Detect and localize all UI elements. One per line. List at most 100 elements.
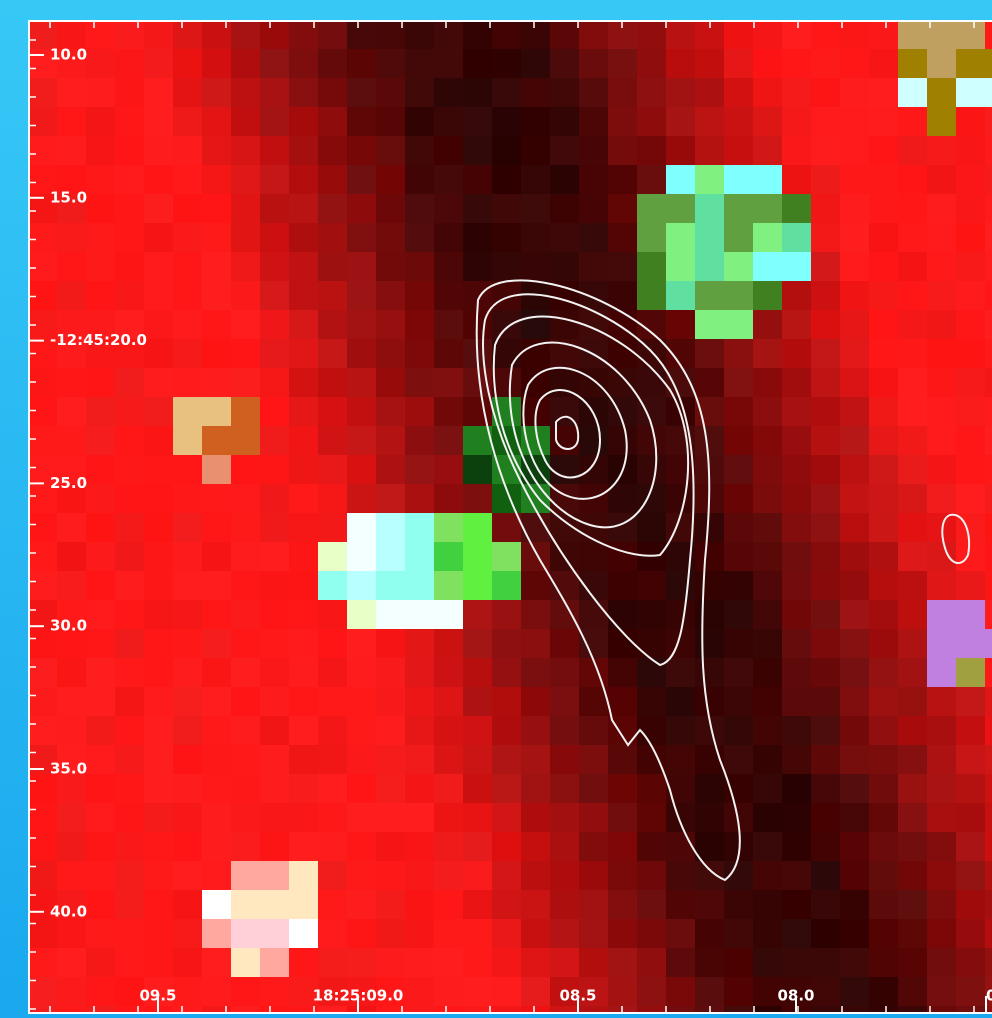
- pixel: [115, 397, 145, 427]
- pixel: [724, 165, 754, 195]
- pixel: [782, 136, 812, 166]
- pixel: [898, 49, 928, 79]
- pixel: [521, 890, 551, 920]
- pixel: [927, 716, 957, 746]
- pixel: [782, 368, 812, 398]
- pixel: [173, 600, 203, 630]
- pixel: [869, 339, 899, 369]
- pixel: [231, 948, 261, 978]
- pixel: [492, 890, 522, 920]
- pixel: [376, 107, 406, 137]
- pixel: [289, 513, 319, 543]
- pixel: [376, 571, 406, 601]
- pixel: [318, 571, 348, 601]
- pixel: [115, 571, 145, 601]
- pixel: [637, 49, 667, 79]
- pixel: [57, 107, 87, 137]
- pixel: [376, 948, 406, 978]
- pixel: [144, 310, 174, 340]
- pixel: [608, 542, 638, 572]
- pixel: [695, 252, 725, 282]
- pixel: [434, 339, 464, 369]
- pixel: [695, 861, 725, 891]
- pixel: [927, 165, 957, 195]
- pixel: [521, 20, 551, 50]
- pixel: [985, 20, 992, 50]
- pixel: [521, 78, 551, 108]
- pixel: [376, 542, 406, 572]
- pixel: [492, 310, 522, 340]
- pixel: [463, 861, 493, 891]
- pixel: [231, 687, 261, 717]
- pixel: [86, 542, 116, 572]
- pixel: [666, 310, 696, 340]
- pixel: [173, 629, 203, 659]
- pixel: [202, 368, 232, 398]
- pixel: [579, 832, 609, 862]
- pixel: [869, 20, 899, 50]
- pixel: [492, 919, 522, 949]
- pixel: [550, 165, 580, 195]
- pixel: [405, 252, 435, 282]
- pixel: [521, 194, 551, 224]
- pixel: [985, 426, 992, 456]
- pixel: [289, 861, 319, 891]
- pixel: [782, 919, 812, 949]
- pixel: [869, 455, 899, 485]
- pixel: [637, 20, 667, 50]
- pixel: [782, 49, 812, 79]
- pixel: [405, 1006, 435, 1018]
- pixel: [695, 774, 725, 804]
- pixel: [724, 310, 754, 340]
- pixel: [289, 600, 319, 630]
- pixel: [405, 658, 435, 688]
- pixel: [724, 20, 754, 50]
- pixel: [260, 165, 290, 195]
- pixel: [666, 890, 696, 920]
- pixel: [492, 571, 522, 601]
- pixel: [405, 716, 435, 746]
- pixel: [231, 919, 261, 949]
- pixel: [753, 426, 783, 456]
- pixel: [144, 745, 174, 775]
- pixel: [173, 745, 203, 775]
- pixel: [289, 281, 319, 311]
- pixel: [144, 20, 174, 50]
- pixel: [144, 919, 174, 949]
- pixel: [782, 832, 812, 862]
- pixel: [434, 745, 464, 775]
- pixel: [434, 368, 464, 398]
- pixel: [753, 832, 783, 862]
- pixel: [318, 455, 348, 485]
- pixel: [666, 281, 696, 311]
- pixel: [724, 600, 754, 630]
- pixel: [956, 484, 986, 514]
- pixel: [57, 571, 87, 601]
- pixel: [869, 49, 899, 79]
- pixel: [318, 716, 348, 746]
- pixel: [231, 890, 261, 920]
- pixel: [144, 281, 174, 311]
- pixel: [956, 600, 986, 630]
- pixel: [811, 745, 841, 775]
- pixel: [434, 600, 464, 630]
- pixel: [347, 107, 377, 137]
- pixel: [608, 194, 638, 224]
- pixel: [347, 919, 377, 949]
- pixel: [434, 455, 464, 485]
- pixel: [86, 629, 116, 659]
- pixel: [782, 455, 812, 485]
- y-label: 35.0: [50, 760, 87, 778]
- pixel: [550, 890, 580, 920]
- pixel: [144, 600, 174, 630]
- pixel: [927, 890, 957, 920]
- pixel: [260, 716, 290, 746]
- pixel: [811, 49, 841, 79]
- pixel: [608, 745, 638, 775]
- pixel: [898, 774, 928, 804]
- pixel: [724, 339, 754, 369]
- pixel: [260, 919, 290, 949]
- pixel: [318, 339, 348, 369]
- pixel: [376, 803, 406, 833]
- pixel: [318, 745, 348, 775]
